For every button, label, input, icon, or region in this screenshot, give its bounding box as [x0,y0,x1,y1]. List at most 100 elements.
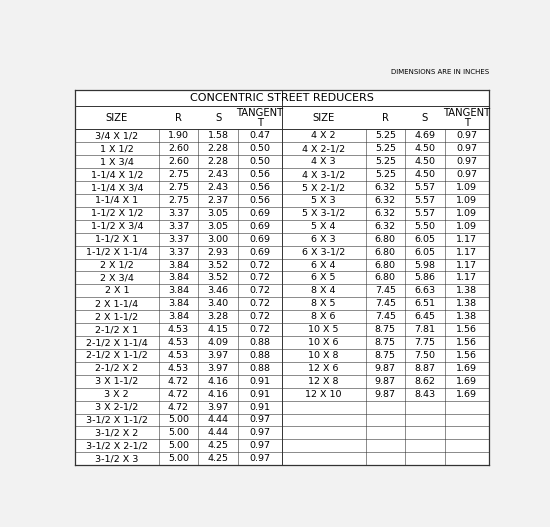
Text: 6.45: 6.45 [415,312,436,321]
Text: 3.05: 3.05 [207,222,229,231]
Text: 6.32: 6.32 [375,209,396,218]
Text: TANGENT
T: TANGENT T [236,108,283,128]
Text: 4.15: 4.15 [207,325,229,334]
Text: 0.88: 0.88 [249,364,271,373]
Text: 2 X 1-1/4: 2 X 1-1/4 [95,299,139,308]
Text: 1.56: 1.56 [456,325,477,334]
Text: 8 X 5: 8 X 5 [311,299,336,308]
Text: 2-1/2 X 1-1/2: 2-1/2 X 1-1/2 [86,351,147,360]
Text: 3.97: 3.97 [207,364,229,373]
Text: 1.58: 1.58 [207,131,229,140]
Text: 3.52: 3.52 [207,260,229,269]
Text: 0.72: 0.72 [249,274,271,282]
Text: 5.50: 5.50 [415,222,436,231]
Text: 5.25: 5.25 [375,157,396,166]
Text: 4 X 3-1/2: 4 X 3-1/2 [302,170,345,179]
Text: 4.53: 4.53 [168,325,189,334]
Text: 1.56: 1.56 [456,338,477,347]
Text: 4.72: 4.72 [168,377,189,386]
Text: 4 X 3: 4 X 3 [311,157,336,166]
Text: 3.46: 3.46 [207,286,229,295]
Text: 7.45: 7.45 [375,312,396,321]
Text: 8 X 4: 8 X 4 [311,286,336,295]
Text: 2 X 1/2: 2 X 1/2 [100,260,134,269]
Text: 5.98: 5.98 [415,260,436,269]
Text: 4 X 2: 4 X 2 [311,131,336,140]
Text: 2 X 1: 2 X 1 [104,286,129,295]
Text: 7.81: 7.81 [415,325,436,334]
Text: 5.57: 5.57 [415,209,436,218]
Text: 0.97: 0.97 [249,428,271,437]
Text: 5.57: 5.57 [415,183,436,192]
Text: 4.53: 4.53 [168,338,189,347]
Text: 8.87: 8.87 [415,364,436,373]
Text: 0.88: 0.88 [249,351,271,360]
Text: 3-1/2 X 2: 3-1/2 X 2 [95,428,139,437]
Text: R: R [175,113,182,123]
Text: 2.28: 2.28 [207,157,229,166]
Text: 2-1/2 X 2: 2-1/2 X 2 [95,364,139,373]
Text: 6.32: 6.32 [375,183,396,192]
Text: 5 X 3-1/2: 5 X 3-1/2 [302,209,345,218]
Text: 3.84: 3.84 [168,274,189,282]
Text: 12 X 6: 12 X 6 [309,364,339,373]
Text: 0.50: 0.50 [249,157,271,166]
Text: 5.00: 5.00 [168,428,189,437]
Text: 1.17: 1.17 [456,248,477,257]
Text: 7.75: 7.75 [415,338,436,347]
Text: 2.60: 2.60 [168,157,189,166]
Text: 1.17: 1.17 [456,274,477,282]
Text: 10 X 5: 10 X 5 [309,325,339,334]
Text: 5.00: 5.00 [168,441,189,450]
Text: 1-1/2 X 1: 1-1/2 X 1 [95,235,139,243]
Text: 6.63: 6.63 [414,286,436,295]
Text: 2.60: 2.60 [168,144,189,153]
Text: 4.16: 4.16 [207,389,229,398]
Text: 4.50: 4.50 [415,157,436,166]
Text: 5.57: 5.57 [415,196,436,205]
Text: 0.56: 0.56 [249,183,271,192]
Text: 8.75: 8.75 [375,325,396,334]
Text: 8.62: 8.62 [415,377,436,386]
Text: 3.05: 3.05 [207,209,229,218]
Text: TANGENT
T: TANGENT T [443,108,491,128]
Text: 1-1/4 X 3/4: 1-1/4 X 3/4 [91,183,143,192]
Text: 0.56: 0.56 [249,196,271,205]
Text: 1.17: 1.17 [456,235,477,243]
Text: 1.38: 1.38 [456,286,477,295]
Text: 2.37: 2.37 [207,196,229,205]
Text: 3 X 2: 3 X 2 [104,389,129,398]
Text: 5.86: 5.86 [415,274,436,282]
Text: 0.69: 0.69 [249,222,271,231]
Text: 3-1/2 X 2-1/2: 3-1/2 X 2-1/2 [86,441,148,450]
Text: 3.37: 3.37 [168,222,189,231]
Text: 5 X 2-1/2: 5 X 2-1/2 [302,183,345,192]
Text: 0.97: 0.97 [249,415,271,424]
Text: 6 X 3: 6 X 3 [311,235,336,243]
Text: 3.37: 3.37 [168,209,189,218]
Text: 6.05: 6.05 [415,235,436,243]
Text: 8.75: 8.75 [375,338,396,347]
Text: 0.88: 0.88 [249,338,271,347]
Text: 3.28: 3.28 [207,312,229,321]
Text: 6.80: 6.80 [375,274,396,282]
Text: 4.16: 4.16 [207,377,229,386]
Text: 6.80: 6.80 [375,235,396,243]
Text: 4.53: 4.53 [168,351,189,360]
Text: 2 X 1-1/2: 2 X 1-1/2 [95,312,139,321]
Text: 2.28: 2.28 [207,144,229,153]
Text: 6.32: 6.32 [375,196,396,205]
Text: R: R [382,113,389,123]
Text: 9.87: 9.87 [375,364,396,373]
Text: 0.69: 0.69 [249,209,271,218]
Text: 3.84: 3.84 [168,260,189,269]
Text: 1.09: 1.09 [456,183,477,192]
Text: 0.97: 0.97 [456,157,477,166]
Text: 0.97: 0.97 [456,170,477,179]
Text: 1.09: 1.09 [456,209,477,218]
Text: 4.25: 4.25 [207,441,229,450]
Text: 1 X 3/4: 1 X 3/4 [100,157,134,166]
Text: 1-1/2 X 3/4: 1-1/2 X 3/4 [91,222,143,231]
Text: 0.50: 0.50 [249,144,271,153]
Text: 2.43: 2.43 [207,183,229,192]
